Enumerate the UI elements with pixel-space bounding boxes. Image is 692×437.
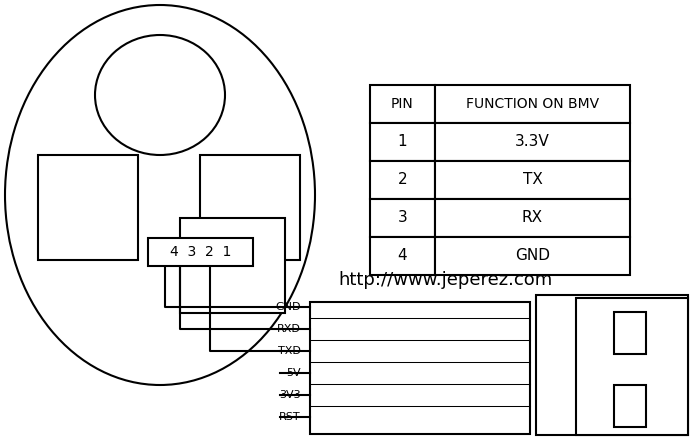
- Bar: [38, 155, 138, 260]
- Bar: [370, 161, 435, 199]
- Text: 5V: 5V: [286, 368, 301, 378]
- Bar: [200, 155, 300, 260]
- Bar: [614, 385, 646, 427]
- Bar: [614, 312, 646, 354]
- Text: http://www.jeperez.com: http://www.jeperez.com: [338, 271, 552, 289]
- Bar: [576, 298, 688, 435]
- Text: PIN: PIN: [391, 97, 414, 111]
- Text: 3V3: 3V3: [280, 390, 301, 400]
- Text: GND: GND: [275, 302, 301, 312]
- Bar: [370, 237, 435, 275]
- Ellipse shape: [95, 35, 225, 155]
- Text: 4  3  2  1: 4 3 2 1: [170, 245, 231, 259]
- Bar: [435, 123, 630, 161]
- Text: TXD: TXD: [278, 346, 301, 356]
- Text: RXD: RXD: [277, 324, 301, 334]
- Bar: [435, 161, 630, 199]
- Text: 2: 2: [398, 173, 408, 187]
- Bar: [370, 123, 435, 161]
- Text: GND: GND: [515, 249, 550, 264]
- Bar: [310, 302, 530, 434]
- Bar: [435, 237, 630, 275]
- Text: RST: RST: [280, 412, 301, 422]
- Bar: [536, 295, 688, 435]
- Text: TX: TX: [522, 173, 543, 187]
- Text: 1: 1: [398, 135, 408, 149]
- Bar: [435, 85, 630, 123]
- Text: 3.3V: 3.3V: [515, 135, 550, 149]
- Bar: [180, 218, 285, 313]
- Bar: [370, 85, 435, 123]
- Text: 4: 4: [398, 249, 408, 264]
- Ellipse shape: [5, 5, 315, 385]
- Bar: [148, 238, 253, 266]
- Text: 3: 3: [398, 211, 408, 225]
- Text: RX: RX: [522, 211, 543, 225]
- Bar: [370, 199, 435, 237]
- Bar: [435, 199, 630, 237]
- Text: FUNCTION ON BMV: FUNCTION ON BMV: [466, 97, 599, 111]
